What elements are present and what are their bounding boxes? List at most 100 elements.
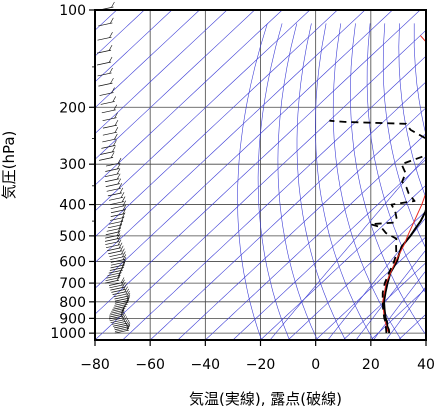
wind-barb (98, 22, 113, 27)
wind-barb (96, 49, 112, 54)
wind-barb-flag (118, 223, 123, 229)
dry-adiabat-line (350, 23, 426, 336)
wind-barb (114, 326, 129, 331)
dry-adiabat-line (429, 23, 436, 340)
wind-barb-flag (125, 288, 129, 295)
wind-barb (110, 217, 125, 221)
wind-barb-flag (123, 316, 128, 323)
wind-barb (114, 295, 129, 300)
isotherm-line (370, 287, 426, 340)
wind-barb (108, 282, 124, 286)
wind-barb-flag (108, 45, 113, 51)
isotherm-line (95, 10, 338, 238)
wind-barb (105, 168, 120, 172)
wind-barb-flag (109, 32, 113, 38)
wind-barb-flag (119, 187, 124, 194)
wind-barb (102, 131, 117, 136)
wind-barb-flag (114, 127, 119, 133)
wind-barb (110, 309, 125, 314)
isotherm-line (149, 81, 426, 340)
x-tick-label: 40 (417, 357, 435, 373)
wind-barb (104, 173, 120, 178)
wind-barb (99, 92, 114, 96)
wind-barb (107, 272, 122, 277)
wind-barb (114, 297, 130, 302)
isotherm-line (95, 10, 283, 186)
wind-barb-flag (110, 77, 114, 84)
wind-barb-flag (110, 17, 114, 24)
wind-barb (105, 162, 121, 167)
wind-barb-flag (120, 192, 125, 198)
wind-barb (111, 321, 126, 325)
wind-barb (101, 109, 116, 114)
wind-barb-flag (114, 119, 119, 126)
wind-barb-flag (116, 173, 121, 180)
dry-adiabat-line (332, 23, 402, 340)
x-tick-label: −80 (80, 357, 110, 373)
wind-barb-flag (113, 104, 118, 111)
wind-barb (97, 36, 112, 41)
wind-barb (110, 201, 125, 205)
wind-barb (110, 286, 125, 291)
y-tick-label: 900 (59, 311, 86, 327)
wind-barb (105, 183, 120, 187)
mixing-ratio-line (373, 270, 426, 340)
y-tick-label: 600 (59, 254, 86, 270)
wind-barb-flag (122, 281, 126, 288)
wind-barb (110, 213, 125, 217)
wind-barb-flag (114, 112, 118, 119)
isotherm-line (95, 10, 311, 212)
x-tick-label: −20 (246, 357, 276, 373)
wind-barb (97, 72, 112, 77)
sounding-series (329, 35, 426, 334)
wind-barb-flag (114, 133, 118, 140)
isotherm-line (287, 210, 426, 340)
wind-barb (99, 157, 114, 161)
wind-barb (113, 324, 129, 329)
isotherm-line (95, 10, 393, 289)
wind-barb-flag (122, 254, 127, 260)
wind-barb (105, 241, 120, 245)
wind-barb-flag (117, 236, 121, 243)
mixing-ratio-line (327, 217, 426, 340)
wind-barb-flag (122, 200, 127, 207)
dry-adiabat-line (366, 23, 426, 295)
wind-barb (100, 151, 115, 155)
isotherm-line (260, 184, 426, 340)
wind-barbs (96, 1, 131, 334)
wind-barb-flag (126, 323, 131, 330)
dry-adiabat-line (315, 23, 374, 340)
x-tick-label: 20 (362, 357, 380, 373)
wind-barb (109, 196, 124, 201)
dry-adiabat-line (382, 23, 426, 250)
axis-ticks (89, 9, 427, 346)
dry-adiabat-line (277, 23, 318, 340)
x-tick-label: −40 (191, 357, 221, 373)
isotherm-line (398, 313, 426, 340)
y-tick-label: 300 (59, 157, 86, 173)
wind-barb (108, 313, 124, 318)
x-tick-label: 0 (311, 357, 320, 373)
isotherm-line (425, 339, 426, 340)
wind-barb (112, 306, 127, 310)
isotherm-line (95, 10, 366, 264)
isotherm-line (95, 10, 200, 109)
wind-barb-flag (126, 290, 130, 297)
wind-barb (107, 192, 122, 197)
wind-barb (113, 303, 128, 308)
wind-barb (109, 311, 124, 316)
y-tick-label: 500 (59, 229, 86, 245)
wind-barb-flag (120, 277, 125, 284)
wind-barb (96, 61, 112, 66)
isotherm-line (122, 55, 426, 340)
dry-adiabat-line (398, 23, 426, 199)
wind-barb (109, 267, 124, 271)
wind-barb (108, 250, 123, 255)
wind-barb-flag (109, 67, 113, 74)
isotherm-line (95, 10, 421, 315)
wind-barb (105, 279, 120, 284)
y-tick-label: 200 (59, 100, 86, 116)
wind-barb (109, 317, 124, 322)
wind-barb (110, 209, 126, 214)
